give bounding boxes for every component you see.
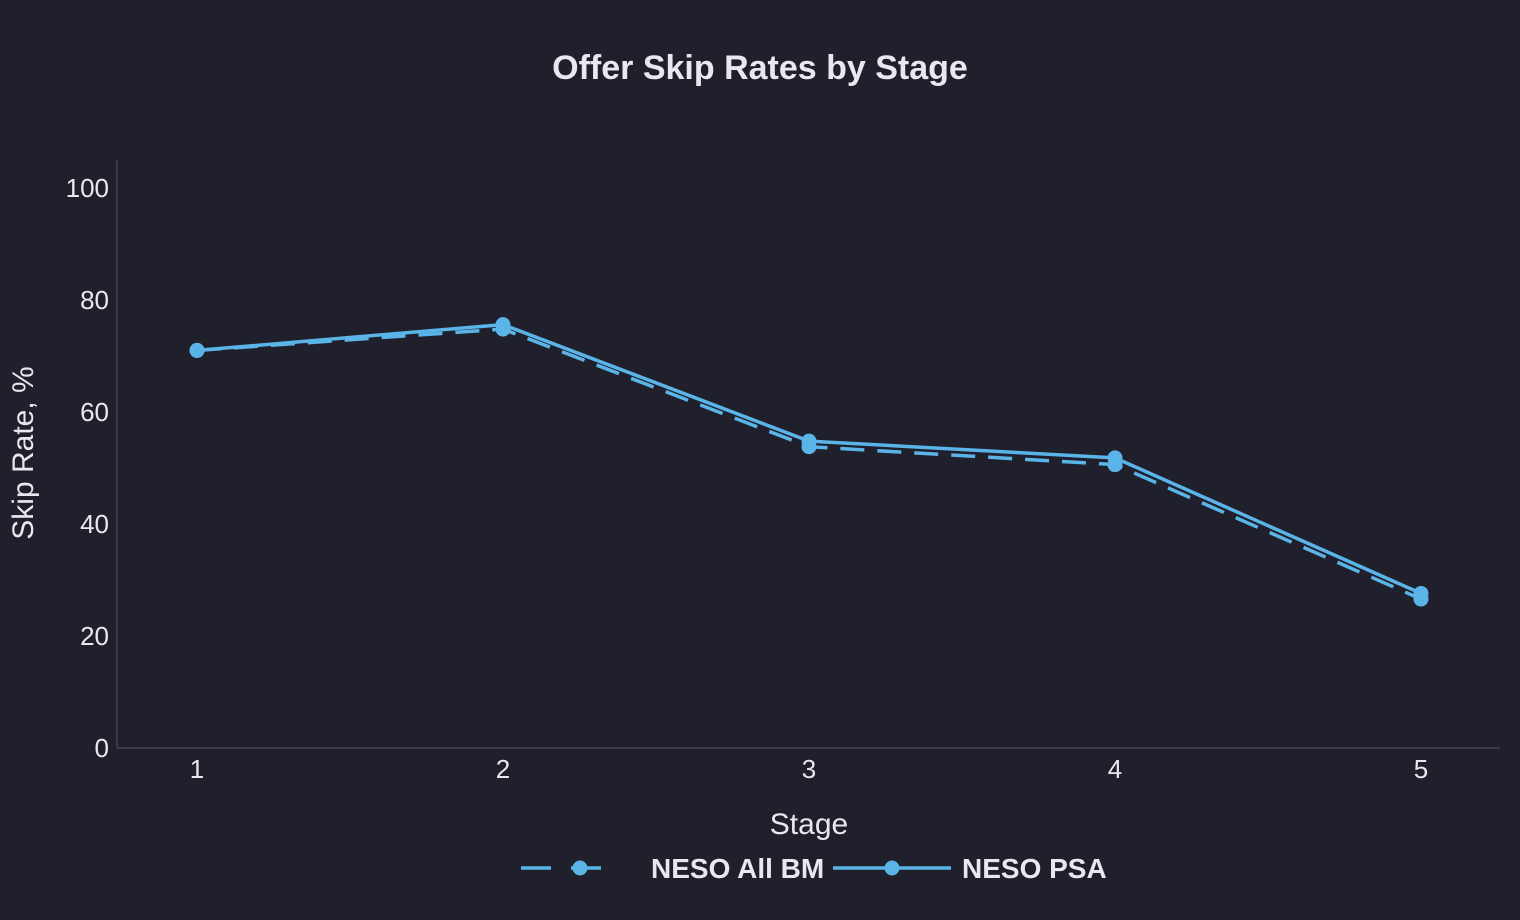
series-line	[196, 322, 1422, 596]
x-tick-label: 1	[190, 754, 204, 784]
y-tick-label: 80	[80, 285, 109, 315]
x-tick-label: 5	[1414, 754, 1428, 784]
legend-swatch-marker	[884, 860, 900, 876]
legend-item[interactable]: NESO All BM	[521, 853, 824, 884]
data-point[interactable]	[1107, 450, 1123, 466]
series-neso-all-bm	[189, 321, 1429, 607]
plot-area	[189, 317, 1429, 607]
data-point[interactable]	[189, 342, 205, 358]
x-axis-label: Stage	[770, 808, 848, 841]
x-axis-ticks: 1 2 3 4 5	[190, 754, 1428, 784]
y-tick-label: 60	[80, 397, 109, 427]
legend[interactable]: NESO All BM NESO PSA	[521, 853, 1107, 884]
series-line	[196, 327, 1422, 601]
series-neso-psa	[189, 317, 1429, 601]
x-tick-label: 3	[802, 754, 816, 784]
y-tick-label: 40	[80, 509, 109, 539]
legend-label: NESO All BM	[651, 853, 824, 884]
y-tick-label: 100	[66, 173, 109, 203]
data-point[interactable]	[801, 433, 817, 449]
y-tick-label: 20	[80, 621, 109, 651]
data-point[interactable]	[1413, 585, 1429, 601]
legend-swatch-marker	[572, 860, 588, 876]
x-tick-label: 4	[1108, 754, 1122, 784]
y-axis-ticks: 0 20 40 60 80 100	[66, 173, 109, 763]
legend-label: NESO PSA	[962, 853, 1107, 884]
x-tick-label: 2	[496, 754, 510, 784]
chart-title: Offer Skip Rates by Stage	[552, 49, 968, 87]
y-tick-label: 0	[95, 733, 109, 763]
legend-item[interactable]: NESO PSA	[833, 853, 1107, 884]
y-axis-label: Skip Rate, %	[7, 366, 40, 539]
data-point[interactable]	[495, 317, 511, 333]
